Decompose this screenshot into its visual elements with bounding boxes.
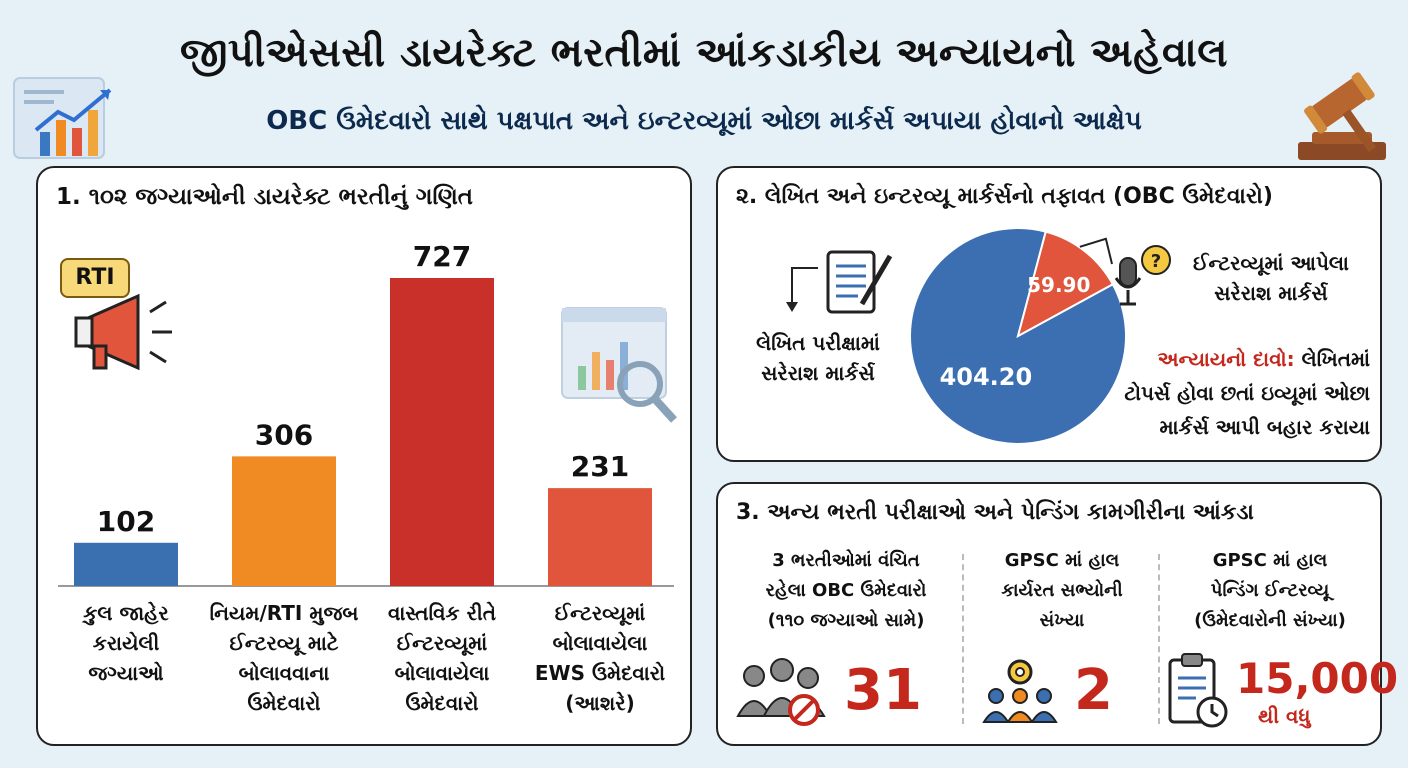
active-members-value: 2: [1074, 658, 1113, 723]
pending-interviews-value: 15,000: [1236, 654, 1399, 703]
team-gear-icon: [982, 659, 1058, 723]
people-blocked-icon: [736, 658, 826, 726]
growth-chart-icon: [13, 77, 112, 159]
bar-chart-panel: 1. ૧૦૨ જગ્યાઓની ડાયરેક્ટ ભરતીનું ગણિત 10…: [36, 166, 692, 746]
bar-value-label-1: 306: [255, 418, 313, 451]
bar-value-label-2: 727: [413, 240, 471, 273]
analytics-magnifier-icon: [561, 307, 677, 423]
rti-badge: RTI: [60, 258, 130, 298]
megaphone-icon: [74, 293, 172, 371]
stat-obc-deprived: 3 ભરતીઓમાં વંચિત રહેલા OBC ઉમેદવારો (૧૧૦…: [732, 546, 960, 736]
page-subtitle: OBC ઉમેદવારો સાથે પક્ષપાત અને ઇન્ટરવ્યૂમ…: [266, 106, 1142, 136]
pie-value-written: 404.20: [940, 363, 1033, 391]
interview-connector-line: [1079, 237, 1113, 265]
pie-value-interview: 59.90: [1027, 273, 1090, 297]
stat-pending-interviews: GPSC માં હાલ પેન્ડિંગ ઈન્ટરવ્યૂ (ઉમેદવાર…: [1162, 546, 1398, 736]
bar-2: [390, 278, 494, 586]
pending-interviews-suffix: થી વધુ: [1258, 704, 1311, 728]
bar-3: [548, 488, 652, 586]
pie-slice-interview: [1016, 230, 1115, 338]
bar-category-label-2: વાસ્તવિક રીતે ઈન્ટરવ્યૂમાં બોલાવાયેલા ઉમેદવ…: [388, 601, 496, 715]
microphone-question-icon: ?: [1114, 245, 1171, 306]
written-marks-label: લેખિત પરીક્ષામાં સરેરાશ માર્કર્સ: [756, 331, 880, 385]
bar-chart-title: 1. ૧૦૨ જગ્યાઓની ડાયરેક્ટ ભરતીનું ગણિત: [56, 184, 474, 210]
obc-deprived-value: 31: [844, 658, 922, 723]
bar-category-label-1: નિયમ/RTI મુજબ ઈન્ટરવ્યૂ માટે બોલાવવાના ઉમેદ…: [209, 601, 359, 715]
bar-1: [232, 456, 336, 586]
pointer-arrow-icon: [786, 267, 818, 312]
bar-value-label-0: 102: [97, 505, 155, 538]
clipboard-clock-icon: [1168, 653, 1228, 728]
page-title: જીપીએસસી ડાયરેક્ટ ભરતીમાં આંકડાકીય અન્યા…: [179, 30, 1229, 76]
claim-prefix: અન્યાયનો દાવો:: [1157, 347, 1295, 371]
bar-category-label-3: ઈન્ટરવ્યૂમાં બોલાવાયેલા EWS ઉમેદવારો (આશરે): [534, 601, 666, 715]
bar-0: [74, 542, 178, 586]
stats-panel: 3. અન્ય ભરતી પરીક્ષાઓ અને પેન્ડિંગ કામગી…: [716, 482, 1398, 746]
gavel-icon: [1298, 72, 1386, 160]
bar-chart: 102 306 727 231: [58, 240, 674, 587]
svg-text:?: ?: [1151, 251, 1161, 272]
bar-category-label-0: કુલ જાહેર કરાયેલી જગ્યાઓ: [83, 601, 169, 685]
bar-value-label-3: 231: [571, 450, 629, 483]
pie-chart-title: ૨. લેખિત અને ઇન્ટરવ્યૂ માર્કર્સનો તફાવત …: [736, 184, 1273, 209]
stats-title: 3. અન્ય ભરતી પરીક્ષાઓ અને પેન્ડિંગ કામગી…: [736, 500, 1254, 525]
stat-active-members: GPSC માં હાલ કાર્યરત સભ્યોની સંખ્યા 2: [970, 546, 1154, 736]
notepad-pen-icon: [826, 250, 893, 314]
stats-divider-2: [1158, 554, 1160, 724]
pie-chart: 404.20 59.90: [909, 227, 1127, 445]
stats-divider-1: [962, 554, 964, 724]
pie-chart-panel: ૨. લેખિત અને ઇન્ટરવ્યૂ માર્કર્સનો તફાવત …: [716, 166, 1382, 462]
interview-marks-label: ઈન્ટરવ્યૂમાં આપેલા સરેરાશ માર્કર્સ: [1193, 251, 1349, 305]
injustice-claim: અન્યાયનો દાવો: લેખિતમાં ટોપર્સ હોવા છતાં…: [1124, 347, 1370, 439]
